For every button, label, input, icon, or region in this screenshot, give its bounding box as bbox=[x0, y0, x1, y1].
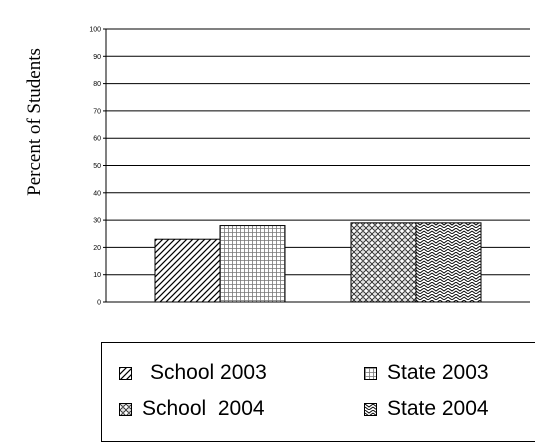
y-tick-label: 100 bbox=[89, 27, 101, 34]
legend-item-state-2004: State 2004 bbox=[364, 397, 489, 421]
y-axis-ticks: 0 10 20 30 40 50 60 70 80 90 100 bbox=[89, 27, 106, 307]
weave-hatch-icon bbox=[119, 402, 132, 416]
y-tick-label: 90 bbox=[93, 54, 101, 61]
y-tick-label: 80 bbox=[93, 81, 101, 88]
zigzag-hatch-icon bbox=[364, 402, 377, 416]
bar-state-2003 bbox=[219, 225, 286, 303]
bars bbox=[154, 222, 482, 303]
axes bbox=[105, 29, 530, 303]
y-tick-label: 60 bbox=[93, 136, 101, 143]
y-tick-label: 0 bbox=[97, 300, 101, 307]
legend-label: School 2003 bbox=[150, 361, 267, 384]
bar-school-2003 bbox=[154, 238, 221, 303]
legend-item-school-2003: School 2003 bbox=[119, 361, 267, 385]
y-tick-label: 70 bbox=[93, 108, 101, 115]
grid-hatch-icon bbox=[364, 366, 377, 380]
y-tick-label: 20 bbox=[93, 245, 101, 252]
legend-item-school-2004: School 2004 bbox=[119, 397, 265, 421]
bar-state-2004 bbox=[415, 222, 482, 303]
diagonal-hatch-icon bbox=[119, 366, 132, 380]
chart: Percent of Students 0 10 20 30 40 50 60 70 80 90 1… bbox=[24, 27, 530, 307]
legend-label: School 2004 bbox=[142, 397, 265, 420]
legend-label: State 2004 bbox=[387, 397, 489, 420]
y-tick-label: 40 bbox=[93, 190, 101, 197]
legend: School 2003 State 2003 School 2004 State… bbox=[101, 342, 535, 442]
legend-label: State 2003 bbox=[387, 361, 489, 384]
y-tick-label: 30 bbox=[93, 218, 101, 225]
y-tick-label: 10 bbox=[93, 272, 101, 279]
y-axis-label: Percent of Students bbox=[24, 48, 45, 196]
bar-school-2004 bbox=[350, 222, 417, 303]
y-tick-label: 50 bbox=[93, 163, 101, 170]
legend-item-state-2003: State 2003 bbox=[364, 361, 489, 385]
